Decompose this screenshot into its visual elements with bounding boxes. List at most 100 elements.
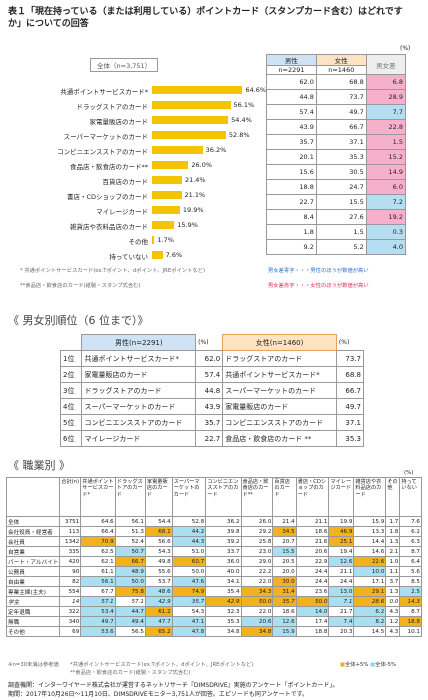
cell: 56.1 — [80, 576, 116, 587]
legend: ■全体+5% ■全体-5% — [340, 662, 397, 668]
cell: 14.6 — [353, 546, 387, 557]
cell: 52.8 — [171, 516, 207, 527]
cell: 53.4 — [80, 606, 116, 617]
legend-below: 全体-5% — [375, 662, 397, 668]
cell: 50.0 — [295, 596, 330, 607]
cell: 66.7 — [114, 556, 146, 567]
female-value: 27.6 — [315, 209, 367, 225]
cell: 51.3 — [114, 526, 146, 537]
cell: 53.7 — [144, 576, 173, 587]
male-name: コンビニエンスストアのカード — [81, 414, 197, 431]
rank: 2位 — [59, 366, 83, 383]
cell: 36.2 — [205, 516, 242, 527]
female-name: ドラッグストアのカード — [222, 350, 337, 367]
cell: 20.5 — [272, 556, 297, 567]
row: 1位 共通ポイントサービスカード* 62.0 ドラッグストアのカード 73.7 — [59, 350, 365, 367]
rank: 3位 — [59, 382, 83, 399]
row: パート・アルバイト 420 62.1 66.7 49.8 60.7 36.0 29.0 20.5… — [5, 556, 422, 567]
unit: (%) — [400, 45, 411, 52]
cell: 10.0 — [353, 566, 387, 577]
cell: 21.6 — [295, 536, 330, 547]
row: 6位 マイレージカード 22.7 食品店・飲食店のカード ** 35.3 — [59, 430, 365, 447]
cell: 54.3 — [171, 606, 207, 617]
row: 専業主婦(主夫) 554 67.7 75.8 48.6 74.9 35.4 34.3 31.4 2… — [5, 586, 422, 597]
cell: 34.3 — [240, 586, 274, 597]
cell: 82 — [59, 576, 82, 587]
bar-label: 19.9% — [182, 206, 204, 214]
female-value: 1.5 — [315, 224, 367, 240]
row-label: 自由業 — [5, 576, 61, 587]
cell: 3.7 — [385, 576, 401, 587]
cell: 14.4 — [353, 536, 387, 547]
category-label: 持っていない — [109, 253, 148, 261]
diff-value: 4.0 — [365, 239, 407, 255]
cell: 21.7 — [328, 606, 355, 617]
cell: 18.6 — [295, 526, 330, 537]
cell: 25.8 — [240, 536, 274, 547]
column-header: 共通ポイントサービスカード* — [80, 477, 116, 517]
cell: 90 — [59, 566, 82, 577]
cell: 66.4 — [80, 526, 116, 537]
cell: 70.9 — [80, 536, 116, 547]
cell: 24.4 — [295, 576, 330, 587]
cell: 4.3 — [385, 606, 401, 617]
row: 9.2 5.2 4.0 — [266, 239, 407, 255]
male-value: 57.4 — [195, 366, 224, 383]
cell: 42.9 — [205, 596, 242, 607]
row: 会社役員・経営者 113 66.4 51.3 68.1 44.2 39.8 29.2 34.5 1… — [5, 526, 422, 537]
cell: 34.1 — [205, 576, 242, 587]
female-name: 共通ポイントサービスカード* — [222, 366, 337, 383]
male-value: 62.0 — [266, 74, 317, 90]
female-value: 49.7 — [315, 104, 367, 120]
female-value: 66.7 — [315, 119, 367, 135]
row: 4位 スーパーマーケットのカード 43.9 家電量販店のカード 49.7 — [59, 398, 365, 415]
cell: 5.6 — [399, 566, 422, 577]
diff-value: 0.3 — [365, 224, 407, 240]
cell: 53.6 — [80, 626, 116, 637]
cell: 35.4 — [205, 586, 242, 597]
cell: 18.8 — [295, 626, 330, 637]
cell: 1.0 — [385, 556, 401, 567]
bar-label: 1.7% — [157, 236, 174, 244]
column-header: スーパーマーケットのカード — [171, 477, 207, 517]
diff-value: 7.2 — [365, 194, 407, 210]
ranking-heading: 《 男女別順位（6 位まで）》 — [8, 314, 149, 327]
column-header: 食品店・飲食店のカード** — [240, 477, 274, 517]
female-name: 家電量販店のカード — [222, 398, 337, 415]
cell: 340 — [59, 616, 82, 627]
male-value: 35.7 — [266, 134, 317, 150]
cell: 47.1 — [171, 616, 207, 627]
cell: 19.9 — [328, 516, 355, 527]
category-label: スーパーマーケットのカード — [63, 133, 148, 141]
diff-header: 男女差 — [365, 54, 407, 75]
bar — [152, 146, 203, 154]
female-value: 15.5 — [315, 194, 367, 210]
cell: 68.1 — [144, 526, 173, 537]
ranking-table: 男性(n=2291) (%) 女性(n=1460) (%) 1位 共通ポイントサービスカ… — [59, 334, 365, 447]
cell: 6.2 — [353, 606, 387, 617]
cell: 23.0 — [240, 546, 274, 557]
female-value: 37.1 — [335, 414, 365, 431]
row-label: 全体 — [5, 516, 61, 527]
bar-label: 26.0% — [191, 161, 213, 169]
cell: 15.9 — [272, 626, 297, 637]
cell: 56.5 — [114, 626, 146, 637]
reference-note: ※n=30未満は参考値 — [8, 662, 59, 668]
cell: 7.1 — [328, 596, 355, 607]
column-header: コンビニエンスストアのカード — [205, 477, 242, 517]
cell: 44.7 — [114, 606, 146, 617]
cell: 554 — [59, 586, 82, 597]
cell: 65.2 — [144, 626, 173, 637]
bar-label: 15.9% — [177, 221, 198, 229]
diff-value: 7.7 — [365, 104, 407, 120]
row-label: 会社役員・経営者 — [5, 526, 61, 537]
row: 22.7 15.5 7.2 — [266, 194, 407, 210]
cell: 31.4 — [272, 586, 297, 597]
cell: 29.1 — [353, 586, 387, 597]
row: 62.0 68.8 6.8 — [266, 74, 407, 90]
diff-value: 19.2 — [365, 209, 407, 225]
rank: 6位 — [59, 430, 83, 447]
cell: 14 — [59, 596, 82, 607]
male-n: n=2291 — [266, 65, 317, 75]
cell: 20.0 — [272, 566, 297, 577]
